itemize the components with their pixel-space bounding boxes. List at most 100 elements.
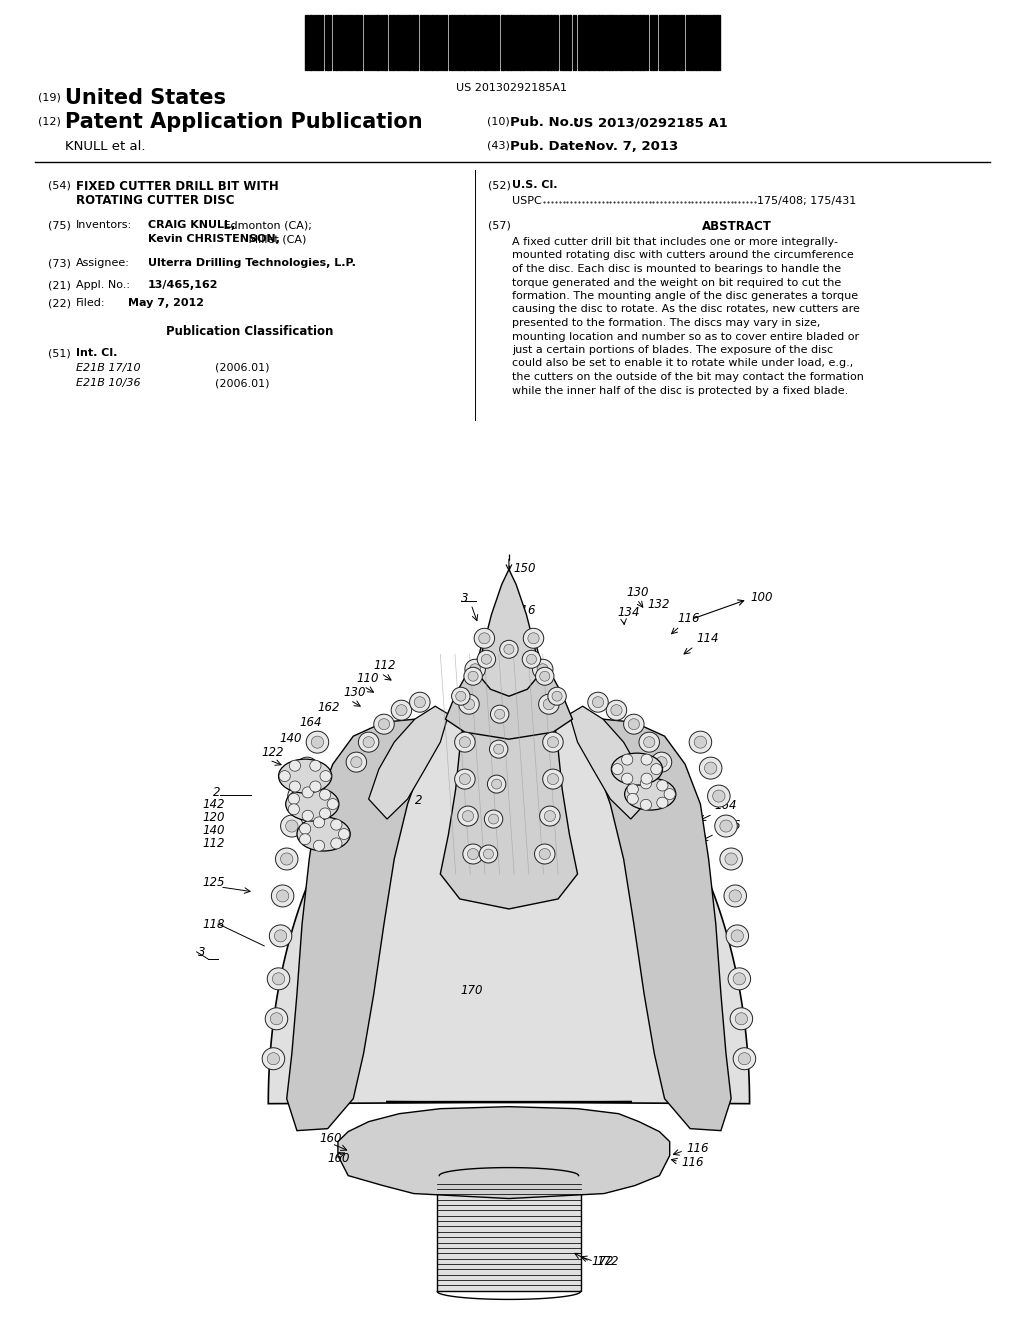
Bar [611, 15, 613, 70]
Circle shape [694, 737, 707, 748]
Circle shape [552, 692, 562, 701]
Bar [469, 15, 471, 70]
Text: 160: 160 [319, 1131, 342, 1144]
Text: 130: 130 [343, 686, 366, 700]
Text: 100: 100 [751, 591, 773, 605]
Text: (10): (10) [487, 116, 510, 125]
Circle shape [488, 814, 499, 824]
Bar [519, 15, 521, 70]
Circle shape [733, 973, 745, 985]
Circle shape [455, 770, 475, 789]
Text: of the disc. Each disc is mounted to bearings to handle the: of the disc. Each disc is mounted to bea… [512, 264, 841, 275]
Circle shape [302, 787, 313, 797]
Text: 140: 140 [203, 824, 225, 837]
Circle shape [293, 791, 305, 803]
Circle shape [467, 849, 478, 859]
Text: US 2013/0292185 A1: US 2013/0292185 A1 [573, 116, 728, 129]
Circle shape [490, 705, 509, 723]
Bar [493, 15, 495, 70]
Text: 163: 163 [653, 816, 676, 829]
Bar [522, 15, 524, 70]
Bar [327, 15, 329, 70]
Text: Int. Cl.: Int. Cl. [76, 348, 118, 358]
Polygon shape [287, 719, 430, 1131]
Bar [389, 15, 391, 70]
Bar [384, 15, 387, 70]
Circle shape [641, 774, 652, 784]
Bar [695, 15, 697, 70]
Bar [680, 15, 682, 70]
Circle shape [651, 752, 672, 772]
Text: (52): (52) [488, 180, 511, 190]
Circle shape [611, 705, 623, 715]
Circle shape [528, 632, 539, 644]
Circle shape [495, 709, 505, 719]
Circle shape [656, 797, 668, 808]
Ellipse shape [611, 754, 663, 785]
Text: CRAIG KNULL,: CRAIG KNULL, [148, 220, 236, 230]
Text: 150: 150 [513, 562, 536, 576]
Bar [631, 15, 634, 70]
Circle shape [358, 733, 379, 752]
Circle shape [414, 697, 426, 708]
Circle shape [459, 774, 470, 784]
Circle shape [545, 810, 555, 821]
Text: US 20130292185A1: US 20130292185A1 [457, 83, 567, 92]
Text: 2: 2 [415, 795, 422, 807]
Text: 132: 132 [647, 598, 670, 611]
Circle shape [735, 1012, 748, 1024]
Circle shape [391, 700, 412, 721]
Bar [568, 15, 571, 70]
Circle shape [299, 824, 310, 834]
Circle shape [484, 810, 503, 828]
Bar [309, 15, 312, 70]
Text: 116: 116 [678, 612, 700, 626]
Circle shape [281, 814, 303, 837]
Ellipse shape [279, 759, 332, 793]
Circle shape [281, 853, 293, 865]
Circle shape [699, 758, 722, 779]
Circle shape [346, 752, 367, 772]
Text: 3: 3 [198, 946, 205, 958]
Polygon shape [588, 719, 731, 1131]
Text: Inventors:: Inventors: [76, 220, 132, 230]
Bar [416, 15, 418, 70]
Circle shape [532, 659, 553, 680]
Text: (75): (75) [48, 220, 71, 230]
Circle shape [286, 820, 298, 832]
Circle shape [272, 973, 285, 985]
Circle shape [410, 692, 430, 713]
Circle shape [265, 1007, 288, 1030]
Text: mounting location and number so as to cover entire bladed or: mounting location and number so as to co… [512, 331, 859, 342]
Text: 175/408; 175/431: 175/408; 175/431 [757, 195, 856, 206]
Circle shape [465, 659, 485, 680]
Circle shape [310, 760, 322, 771]
Circle shape [629, 718, 639, 730]
Text: (54): (54) [48, 180, 71, 190]
Circle shape [321, 771, 332, 781]
Ellipse shape [297, 817, 350, 851]
Text: USPC: USPC [512, 195, 542, 206]
Text: just a certain portions of blades. The exposure of the disc: just a certain portions of blades. The e… [512, 345, 834, 355]
Circle shape [547, 774, 559, 784]
Text: 120: 120 [203, 810, 225, 824]
Circle shape [606, 700, 627, 721]
Circle shape [362, 737, 375, 747]
Text: 130: 130 [627, 586, 649, 599]
Text: (22): (22) [48, 298, 71, 308]
Circle shape [730, 1007, 753, 1030]
Circle shape [492, 779, 502, 789]
Bar [477, 15, 479, 70]
Circle shape [540, 672, 550, 681]
Circle shape [279, 771, 291, 781]
Circle shape [313, 841, 325, 851]
Circle shape [483, 849, 494, 859]
Circle shape [350, 756, 362, 768]
Circle shape [459, 694, 479, 714]
Circle shape [641, 754, 652, 766]
Circle shape [535, 843, 555, 865]
Text: A fixed cutter drill bit that includes one or more integrally-: A fixed cutter drill bit that includes o… [512, 238, 838, 247]
Bar [601, 15, 603, 70]
Text: 170: 170 [461, 983, 483, 997]
Circle shape [478, 632, 489, 644]
